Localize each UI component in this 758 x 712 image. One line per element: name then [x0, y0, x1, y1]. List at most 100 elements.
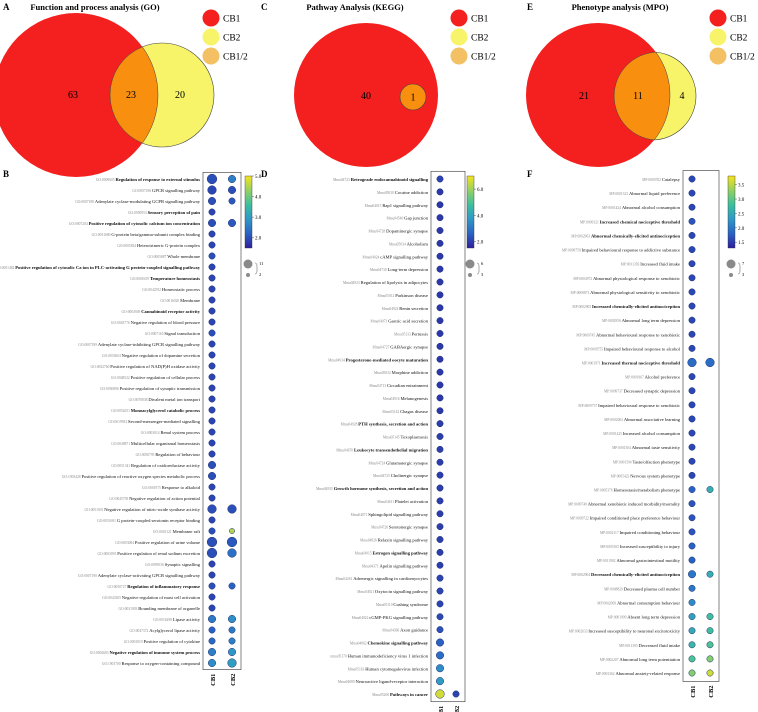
term-name: Abnormal consumption behaviour [617, 600, 680, 605]
term-row: Mmu04071 Sphingolipid signalling pathway [351, 510, 444, 518]
cb1-dot [688, 189, 696, 197]
cb1-dot [436, 239, 444, 247]
term-row: Mmu04915 Estrogen signalling pathway [355, 548, 444, 556]
cb1-dot [688, 288, 696, 296]
column-label-cb2: CB2 [454, 706, 461, 712]
term-label: GO:0051482 Positive regulation of cytoso… [0, 265, 201, 270]
term-id: GO:0033604 [102, 354, 122, 358]
panel-b: B GO:0009605 Regulation of response to e… [0, 169, 263, 686]
term-row: Mmu04015 Rap1 signalling pathway [365, 201, 444, 209]
term-row: GO:0050795 Regulation of behaviour [136, 450, 216, 458]
size-legend-large [726, 259, 736, 269]
colorbar-tick-label: 5.0 [255, 175, 262, 180]
term-id: Mmu04724 [368, 461, 386, 465]
term-label: Mmu04080 Neuroactive ligand-receptor int… [338, 679, 429, 684]
term-id: GO:0001659 [130, 277, 150, 281]
term-label: Mmu04724 Glutamatergic synapse [368, 460, 428, 465]
colorbar-d [466, 175, 475, 249]
cb2-dot [706, 669, 714, 677]
cb1-dot [436, 523, 444, 531]
cb1-dot [208, 648, 216, 656]
venn-c-cb2-circle [399, 83, 427, 111]
term-row: GO:0003091 Positive regulation of renal … [98, 547, 237, 559]
term-label: MP:0001999 Absent long term depression [608, 615, 681, 620]
term-row: Mmu04725 Cholinergic synapse [373, 471, 444, 479]
cb1-dot [688, 429, 696, 437]
term-row: Mmu04062 Chemokine signalling pathway [350, 638, 444, 647]
cb1-dot [208, 263, 216, 271]
cb1-dot [436, 574, 444, 582]
legend-c-cb2-label: CB2 [471, 34, 489, 44]
cb2-dot [706, 486, 714, 493]
term-id: MP:0009722 [570, 517, 590, 521]
term-row: GO:0052651 Monoacylglycerol catabolic pr… [111, 406, 216, 414]
cb1-dot [208, 274, 216, 282]
term-label: GO:1901700 Response to oxygen-containing… [102, 661, 201, 666]
term-id: MP:0001999 [608, 616, 628, 620]
term-name: Sensory perception of pain [148, 210, 201, 215]
term-row: GO:0031680 G-protein beta/gamma-subunit … [92, 230, 216, 238]
size-legend-min: 3 [742, 272, 745, 277]
term-row: GO:0050727 Regulation of inflammatory re… [108, 582, 236, 590]
term-id: GO:0002683 [90, 651, 110, 655]
term-name: Chemokine signalling pathway [368, 641, 429, 646]
term-name: Negative regulation of mast cell activat… [122, 595, 201, 600]
term-label: Mmu04713 Circadian entrainment [369, 383, 428, 388]
term-name: Synaptic signalling [165, 562, 201, 567]
cb1-dot [208, 637, 216, 645]
term-row: Mmu05163 Human cytomegalovirus infection [348, 664, 444, 673]
column-label-cb2: CB2 [708, 685, 715, 697]
term-name: Human cytomegalovirus infection [365, 666, 428, 671]
venn-c: 40 1 [294, 23, 438, 167]
cb1-dot [688, 373, 696, 381]
term-name: Pertussis [412, 332, 429, 337]
term-name: Retrograde endocannabinoid signalling [351, 177, 429, 182]
dotplot-b-frame [202, 172, 242, 670]
term-label: GO:0052651 Monoacylglycerol catabolic pr… [111, 408, 200, 413]
term-label: GO:0003084 Positive regulation of urine … [115, 540, 200, 545]
term-row: MP:0002063 Abnormal associative learning [604, 415, 696, 423]
term-name: Positive regulation of cytosolic Ca ion … [15, 265, 200, 270]
term-row: Mmu05030 Cocaine addiction [377, 188, 444, 196]
cb1-dot [688, 471, 696, 479]
term-id: MP:0001594 [613, 460, 633, 464]
term-id: MP:0002207 [600, 658, 620, 662]
term-name: Abnormal long term potentiation [619, 657, 680, 662]
term-label: GO:0043305 Negative regulation of mast c… [102, 595, 201, 600]
cb1-dot [688, 401, 696, 409]
term-name: Lipase activity [173, 617, 201, 622]
term-id: MP:0001362 [596, 672, 616, 676]
cb1-dot [688, 486, 696, 493]
term-label: GO:0003014 Renal system process [141, 430, 200, 435]
term-label: Mmu04926 Relaxin signalling pathway [360, 538, 429, 543]
term-label: MP:0002069 Abnormal consumption behaviou… [597, 600, 680, 605]
term-name: Morphine addiction [392, 370, 429, 375]
legend-a-cb12-label: CB1/2 [223, 53, 248, 63]
term-id: Mmu04726 [371, 526, 389, 530]
term-name: Divalent metal ion transport [148, 397, 200, 402]
term-label: Mmu04928 PTH synthesis, secretion and ac… [341, 422, 429, 427]
term-row: Mmu05145 Toxoplasmosis [383, 433, 444, 440]
term-row: GO:0045759 Negative regulation of action… [109, 494, 216, 502]
cb2-dot [226, 536, 238, 548]
term-row: MP:0002903 Abnormal chemically-elicited … [571, 232, 696, 239]
cb1-dot [436, 484, 444, 492]
term-row: Mmu04540 Gap junction [386, 214, 444, 222]
term-row: GO:0019932 Second-messenger-mediated sig… [108, 417, 216, 425]
cb1-dot [208, 241, 216, 249]
panel-e: E Phenotype analysis (MPO) 21 11 4 CB1 C… [526, 2, 755, 167]
term-id: GO:0051001 [85, 508, 105, 512]
term-id: MP:0009740 [568, 503, 588, 507]
term-label: GO:0070838 Divalent metal ion transport [129, 397, 201, 402]
term-label: MP:0009745 Abnormal behavioural response… [576, 332, 680, 337]
term-name: Nervous system phenotype [630, 473, 680, 478]
term-id: GO:0003014 [141, 431, 161, 435]
cb1-dot [207, 504, 217, 514]
cb2-dot [706, 655, 714, 663]
cb1-dot [688, 613, 696, 620]
legend-e-cb1-label: CB1 [730, 15, 748, 25]
cb2-dot [229, 528, 235, 534]
term-name: Impaired conditioned place preference be… [590, 516, 681, 521]
cb1-dot [688, 246, 696, 254]
term-name: Adrenergic signalling in cardiomyocytes [353, 576, 428, 581]
